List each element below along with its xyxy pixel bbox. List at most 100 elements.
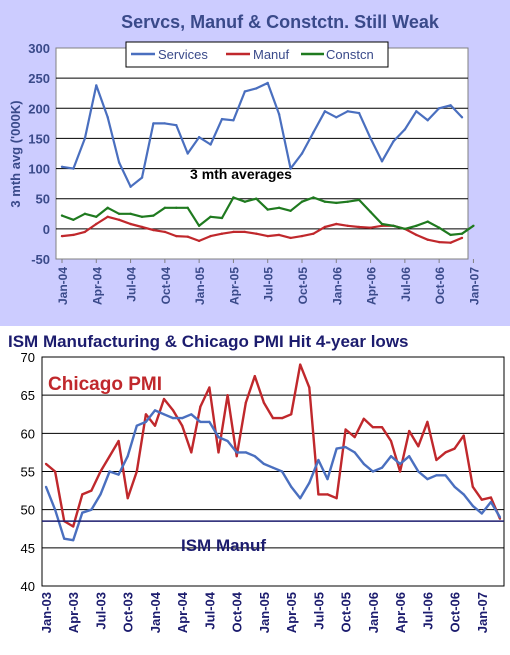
chart1-data-point <box>415 224 418 227</box>
chart1-data-point <box>380 160 384 163</box>
chart2-data-point <box>72 539 75 542</box>
chart2-x-tick-label: Jan-03 <box>39 592 54 633</box>
chart2-data-point <box>326 478 329 481</box>
chart1-data-point <box>300 152 304 155</box>
chart2-data-point <box>172 417 175 420</box>
chart2-series-group <box>44 363 502 542</box>
chart2-y-tick-label: 70 <box>21 350 35 365</box>
chart1-data-point <box>392 224 395 227</box>
chart1-data-point <box>380 222 384 226</box>
chart1-data-point <box>426 119 429 122</box>
chart2-x-axis: Jan-03 Apr-03 Jul-03 Oct-03 Jan-04 Apr-04 Jul-… <box>39 591 490 633</box>
chart1-data-point <box>60 214 64 217</box>
chart2-x-tick-label: Apr-04 <box>175 591 190 633</box>
chart2-data-point <box>54 470 57 473</box>
chart1-data-point <box>289 209 292 212</box>
chart2-data-point <box>235 455 238 458</box>
chart2-data-point <box>362 462 365 465</box>
chart1-data-point <box>186 152 189 155</box>
chart1-y-axis: -50 0 50 100 150 200 250 300 <box>28 41 50 267</box>
legend-constcn-label: Constcn <box>326 47 374 62</box>
chart1-y-tick-label: 0 <box>43 222 50 237</box>
chart2-data-point <box>353 436 356 439</box>
chart1-data-point <box>300 234 304 238</box>
chart1-y-tick-label: 100 <box>28 162 50 177</box>
chart2-data-point <box>172 409 175 412</box>
chart1-data-point <box>140 215 144 218</box>
chart1-data-point <box>232 119 235 122</box>
chart2-data-point <box>190 413 193 416</box>
chart1-y-tick-label: 150 <box>28 131 50 146</box>
chart2-data-point <box>389 439 393 443</box>
chart1-data-point <box>83 212 87 215</box>
chart2-data-point <box>99 470 102 473</box>
chart1-data-point <box>369 210 372 214</box>
chart2-data-point <box>399 470 402 473</box>
chart2-data-point <box>63 537 66 540</box>
chart1-data-point <box>255 197 258 200</box>
chart2-data-point <box>471 504 474 507</box>
chart1-x-axis: Jan-04 Apr-04 Jul-04 Oct-04 Jan-05 Apr-05 Jul-… <box>56 259 481 305</box>
chart1-data-point <box>197 136 201 139</box>
chart2-data-point <box>44 485 48 488</box>
chart1-data-point <box>209 143 212 146</box>
chart2-data-point <box>90 489 93 492</box>
chart2-x-tick-label: Jan-04 <box>148 591 163 633</box>
chart1-data-point <box>369 226 372 229</box>
chart1-data-point <box>106 116 109 119</box>
chart2-data-point <box>81 511 84 514</box>
chart1-data-point <box>117 212 121 215</box>
chart1-x-tick-label: Jan-05 <box>193 267 207 305</box>
chart2-data-point <box>244 451 247 454</box>
chart1-data-point <box>163 230 167 234</box>
chart1-data-point <box>220 216 224 220</box>
chart1-data-point <box>117 161 121 164</box>
chart2-data-point <box>489 496 492 499</box>
chart2-data-point <box>126 497 129 500</box>
chart1-data-point <box>106 215 109 218</box>
chart1-data-point <box>449 233 452 237</box>
chart1-data-point <box>312 131 315 134</box>
chart2-data-point <box>380 466 384 469</box>
chart1-series-group <box>60 81 475 244</box>
chart2-x-tick-label: Oct-04 <box>230 591 245 632</box>
chart2-y-tick-label: 65 <box>21 388 35 403</box>
chart2-data-point <box>81 493 84 496</box>
chart2-data-point <box>362 417 365 420</box>
chart1-data-point <box>197 239 201 243</box>
chart2-data-point <box>144 420 147 423</box>
chart1-data-point <box>369 137 372 140</box>
chart1-data-point <box>346 200 349 203</box>
chart1-data-point <box>83 230 87 234</box>
chart1-y-tick-label: 200 <box>28 101 50 116</box>
chart2-x-tick-label: Jan-05 <box>257 592 272 633</box>
chart2-data-point <box>271 417 275 420</box>
chart1-data-point <box>460 232 464 235</box>
chart1-data-point <box>72 233 75 237</box>
chart1-data-point <box>220 117 224 121</box>
chart2-data-point <box>99 493 102 496</box>
chart2-data-point <box>317 458 320 462</box>
chart1-data-point <box>152 228 155 232</box>
chart2-data-point <box>199 405 202 408</box>
chart1-data-point <box>392 140 395 143</box>
chart2-x-tick-label: Jul-04 <box>202 591 217 629</box>
chart1-y-tick-label: 50 <box>36 192 50 207</box>
chart2-x-tick-label: Oct-06 <box>448 592 463 632</box>
chart1-data-point <box>277 233 281 237</box>
chart2-chicago-label: Chicago PMI <box>48 374 162 395</box>
chart1-data-point <box>255 232 258 235</box>
chart2-data-point <box>308 481 311 484</box>
chart2-data-point <box>217 436 220 439</box>
chart2-data-point <box>144 413 147 416</box>
chart2-data-point <box>162 397 166 401</box>
chart2-data-point <box>290 485 293 488</box>
chart1-data-point <box>186 206 189 209</box>
chart1-x-tick-label: Jul-04 <box>125 267 139 302</box>
chart2-data-point <box>135 470 138 473</box>
chart1-data-point <box>403 227 407 231</box>
chart2-data-point <box>190 451 193 454</box>
chart1-data-point <box>323 200 327 203</box>
chart2-data-point <box>117 439 120 443</box>
